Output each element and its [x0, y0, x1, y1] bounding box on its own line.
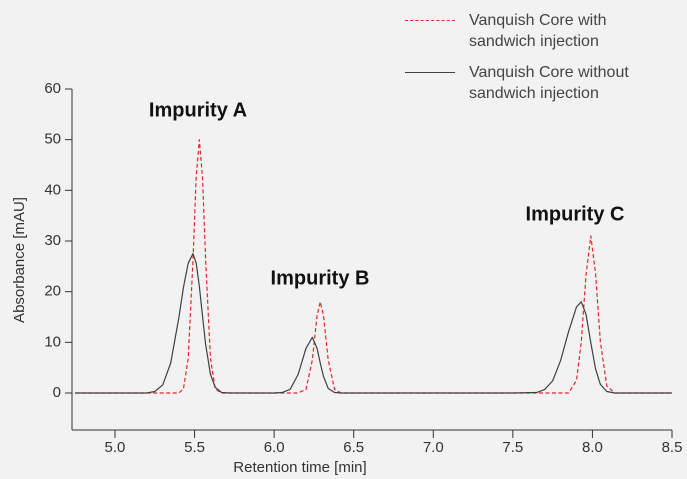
x-axis-label: Retention time [min]	[233, 459, 366, 476]
y-tick-label: 50	[44, 131, 61, 148]
x-tick-label: 7.5	[502, 439, 523, 456]
series-line	[75, 253, 672, 394]
y-axis-label: Absorbance [mAU]	[11, 197, 28, 323]
legend-swatch	[405, 20, 455, 21]
peak-annotation: Impurity B	[271, 267, 370, 289]
legend-label: Vanquish Core with sandwich injection	[469, 12, 607, 50]
x-tick-label: 5.5	[184, 439, 205, 456]
peak-annotation: Impurity A	[149, 99, 247, 121]
x-tick-label: 5.0	[105, 439, 126, 456]
legend-swatch	[405, 72, 455, 73]
y-tick-label: 60	[44, 80, 61, 97]
y-tick-label: 10	[44, 333, 61, 350]
peak-annotation: Impurity C	[526, 203, 625, 225]
x-tick-label: 7.0	[423, 439, 444, 456]
legend-label: Vanquish Core without sandwich injection	[469, 64, 629, 102]
x-tick-label: 8.5	[662, 439, 683, 456]
y-tick-label: 0	[53, 384, 61, 401]
y-tick-label: 30	[44, 232, 61, 249]
x-tick-label: 8.0	[582, 439, 603, 456]
x-tick-label: 6.0	[264, 439, 285, 456]
series-line	[75, 139, 672, 394]
y-tick-label: 40	[44, 181, 61, 198]
x-tick-label: 6.5	[343, 439, 364, 456]
y-tick-label: 20	[44, 283, 61, 300]
